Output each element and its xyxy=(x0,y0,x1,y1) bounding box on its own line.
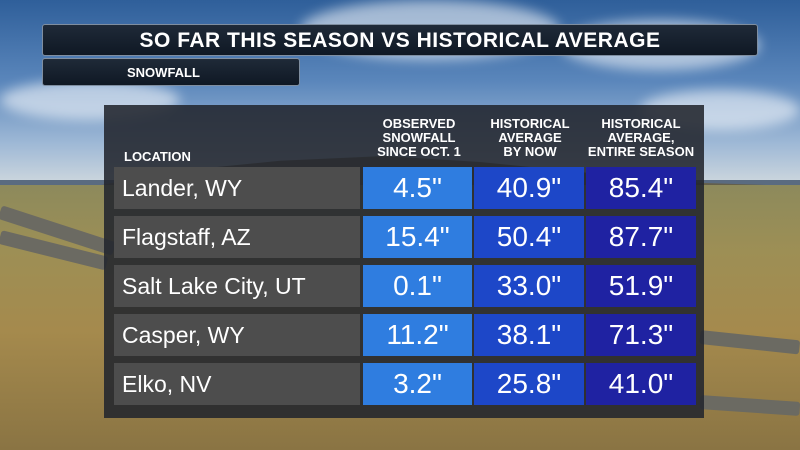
table-row-location: Salt Lake City, UT xyxy=(114,265,360,307)
snowfall-table: LOCATION OBSERVED SNOWFALL SINCE OCT. 1 … xyxy=(104,105,704,418)
table-row-location: Elko, NV xyxy=(114,363,360,405)
observed-header-line: OBSERVED xyxy=(382,116,456,131)
avg-season-value: 71.3" xyxy=(586,314,696,356)
table-row-location: Casper, WY xyxy=(114,314,360,356)
observed-value: 3.2" xyxy=(363,363,472,405)
observed-value: 11.2" xyxy=(363,314,472,356)
avg-by-now-header-line: HISTORICAL xyxy=(490,116,570,131)
avg-season-value: 51.9" xyxy=(586,265,696,307)
avg-by-now-value: 40.9" xyxy=(474,167,584,209)
avg-season-value: 41.0" xyxy=(586,363,696,405)
table-row-location: Flagstaff, AZ xyxy=(114,216,360,258)
avg-season-header: HISTORICAL AVERAGE, ENTIRE SEASON xyxy=(586,117,696,159)
observed-header-line: SINCE OCT. 1 xyxy=(377,144,461,159)
avg-by-now-value: 33.0" xyxy=(474,265,584,307)
observed-header: OBSERVED SNOWFALL SINCE OCT. 1 xyxy=(364,117,474,159)
avg-by-now-header-line: AVERAGE xyxy=(498,130,562,145)
avg-by-now-value: 25.8" xyxy=(474,363,584,405)
avg-by-now-value: 38.1" xyxy=(474,314,584,356)
observed-value: 0.1" xyxy=(363,265,472,307)
observed-header-line: SNOWFALL xyxy=(382,130,456,145)
avg-season-header-line: AVERAGE, xyxy=(607,130,675,145)
location-header: LOCATION xyxy=(124,149,191,164)
avg-season-header-line: ENTIRE SEASON xyxy=(587,144,695,159)
avg-by-now-header-line: BY NOW xyxy=(503,144,557,159)
avg-season-header-line: HISTORICAL xyxy=(601,116,681,131)
avg-by-now-header: HISTORICAL AVERAGE BY NOW xyxy=(475,117,585,159)
observed-value: 4.5" xyxy=(363,167,472,209)
avg-by-now-value: 50.4" xyxy=(474,216,584,258)
title-bar: SO FAR THIS SEASON VS HISTORICAL AVERAGE xyxy=(42,24,758,56)
avg-season-value: 87.7" xyxy=(586,216,696,258)
subtitle-bar: SNOWFALL xyxy=(42,58,300,86)
table-row-location: Lander, WY xyxy=(114,167,360,209)
avg-season-value: 85.4" xyxy=(586,167,696,209)
observed-value: 15.4" xyxy=(363,216,472,258)
